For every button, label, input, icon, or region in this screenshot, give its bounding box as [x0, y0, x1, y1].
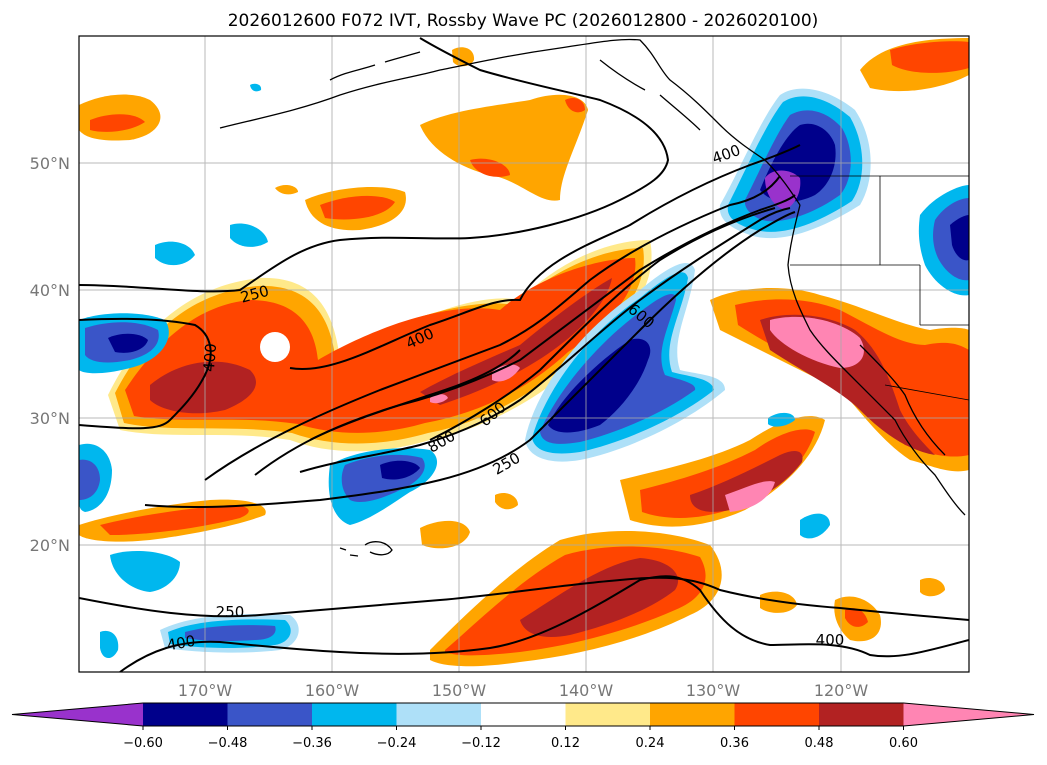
- warm-region-midlat-red: [320, 195, 395, 220]
- lat-label: 50°N: [30, 154, 70, 173]
- colorbar-swatch: [227, 703, 313, 726]
- warm-region-northeast-red: [470, 98, 585, 177]
- contour-250-south: [79, 576, 969, 621]
- longitude-labels: 170°W 160°W 150°W 140°W 130°W 120°W: [178, 681, 869, 700]
- cool-region-midwest-dark: [380, 460, 420, 480]
- hawaii-islands: [339, 541, 393, 557]
- coastlines: [219, 38, 966, 557]
- warm-region-small-5: [495, 493, 518, 510]
- cool-region-small-2: [230, 223, 268, 247]
- warm-region-southwest-red: [100, 505, 249, 535]
- lon-label: 170°W: [178, 681, 233, 700]
- colorbar-extend-high: [903, 703, 1034, 726]
- colorbar-tick-label: 0.60: [889, 736, 918, 751]
- lon-label: 130°W: [686, 681, 741, 700]
- colorbar-swatch: [481, 703, 566, 726]
- cool-region-south-west-2: [100, 630, 119, 659]
- lon-label: 160°W: [305, 681, 360, 700]
- colorbar-tick-label: −0.12: [461, 736, 501, 751]
- warm-region-southeast-pink: [725, 481, 775, 512]
- warm-region-northwest-red: [90, 114, 145, 132]
- colorbar-swatch: [396, 703, 482, 726]
- contour-400-main: [204, 175, 781, 481]
- cool-region-southwest-mid: [79, 459, 100, 500]
- warm-region-northeast: [420, 94, 588, 201]
- contour-400-south: [119, 575, 969, 672]
- cool-region-northeast-purple: [765, 170, 801, 210]
- cool-region-south-mid: [185, 625, 276, 642]
- colorbar-extend-low: [12, 703, 143, 726]
- lat-label: 20°N: [30, 536, 70, 555]
- colorbar-tick-label: −0.36: [292, 736, 332, 751]
- contour-600-inner: [309, 207, 776, 441]
- contour-400-upper: [289, 144, 801, 370]
- contour-250-southeast: [144, 211, 796, 509]
- map-title: 2026012600 F072 IVT, Rossby Wave PC (202…: [228, 11, 819, 31]
- warm-region-small-1: [420, 520, 470, 549]
- lat-label: 40°N: [30, 281, 70, 300]
- colorbar: −0.60 −0.48 −0.36 −0.24 −0.12 0.12 0.24 0.36 0.4…: [11, 702, 1035, 751]
- warm-region-east-pink: [770, 316, 864, 368]
- contour-800: [299, 207, 791, 473]
- colorbar-tick-label: 0.48: [805, 736, 834, 751]
- colorbar-tick-label: 0.36: [720, 736, 749, 751]
- contour-label: 250: [216, 603, 245, 621]
- colorbar-swatch: [819, 703, 904, 726]
- alaska-coast: [219, 38, 801, 206]
- shaded-field: 250 400 400 400 600 600 800 250 250 400 …: [79, 36, 969, 672]
- warm-region-hole: [260, 332, 290, 362]
- cool-region-small-4: [768, 412, 795, 427]
- warm-region-small-3: [452, 47, 475, 67]
- latitude-labels: 50°N 40°N 30°N 20°N: [30, 154, 70, 555]
- contour-label: 400: [165, 632, 196, 655]
- positive-anomaly-regions: [79, 38, 969, 667]
- warm-region-small-6: [275, 185, 298, 195]
- alaska-coast-islands: [329, 51, 701, 131]
- lon-label: 150°W: [432, 681, 487, 700]
- cool-region-small-5: [250, 83, 262, 92]
- gridlines: [79, 36, 969, 672]
- baja-coast: [859, 344, 946, 456]
- colorbar-swatch: [650, 703, 735, 726]
- cool-region-small-1: [155, 241, 195, 266]
- cool-region-center-dark: [548, 338, 651, 433]
- colorbar-swatch: [734, 703, 820, 726]
- colorbar-swatch: [143, 703, 228, 726]
- lon-label: 140°W: [559, 681, 614, 700]
- cool-region-west-dark: [108, 333, 148, 353]
- colorbar-tick-label: −0.24: [377, 736, 417, 751]
- colorbar-swatch: [565, 703, 651, 726]
- colorbar-swatch: [312, 703, 397, 726]
- colorbar-tick-label: 0.24: [636, 736, 665, 751]
- west-coast: [787, 204, 966, 516]
- contour-400-west: [79, 317, 212, 430]
- ivt-contours: [79, 37, 969, 672]
- colorbar-tick-label: 0.12: [551, 736, 580, 751]
- lon-label: 120°W: [814, 681, 869, 700]
- colorbar-tick-label: −0.60: [123, 736, 163, 751]
- contour-label: 400: [200, 343, 220, 373]
- lat-label: 30°N: [30, 409, 70, 428]
- warm-region-southeast-red: [640, 429, 815, 518]
- contour-label: 400: [816, 631, 845, 649]
- warm-region-small-4: [920, 578, 945, 597]
- warm-region-southeast-darkred: [690, 450, 803, 512]
- warm-region-main-band-pink: [430, 364, 520, 404]
- warm-region-top-right-red: [890, 41, 969, 73]
- colorbar-tick-label: −0.48: [208, 736, 248, 751]
- cool-region-south-west-1: [110, 550, 180, 592]
- political-borders: [790, 175, 969, 401]
- contour-250-north: [79, 37, 670, 293]
- map-frame: [78, 35, 970, 673]
- warm-region-far-southeast-red: [845, 608, 868, 627]
- cool-region-far-east-dark: [950, 215, 969, 261]
- cool-region-small-3: [800, 513, 830, 539]
